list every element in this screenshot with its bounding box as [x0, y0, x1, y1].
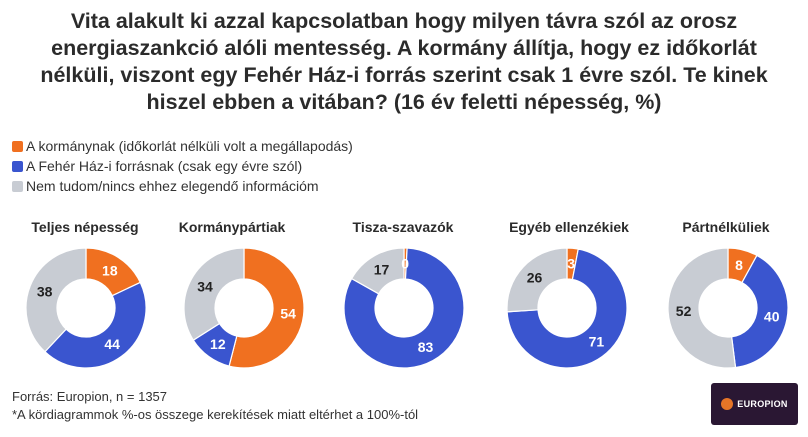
slice-dont-know — [25, 247, 87, 353]
donut-chart: 0 83 17 — [343, 247, 465, 369]
donut-chart: 54 12 34 — [183, 247, 305, 369]
slice-value-label: 3 — [567, 256, 575, 272]
slice-value-label: 34 — [197, 279, 213, 295]
slice-value-label: 44 — [104, 336, 120, 352]
slice-value-label: 38 — [37, 284, 53, 300]
legend-swatch — [12, 180, 23, 192]
donut-title: Teljes népesség — [31, 219, 139, 235]
slice-value-label: 54 — [280, 306, 296, 322]
logo-text: EUROPION — [737, 399, 788, 409]
slice-value-label: 17 — [374, 262, 390, 278]
slice-white-house — [44, 281, 147, 369]
donut-chart: 3 71 26 — [506, 247, 628, 369]
slice-value-label: 8 — [735, 257, 743, 273]
slice-value-label: 83 — [418, 339, 434, 355]
legend-label: A kormánynak (időkorlát nélküli volt a m… — [26, 138, 353, 154]
europion-logo: EUROPION — [711, 383, 798, 425]
slice-dont-know — [667, 247, 737, 369]
source-note: Forrás: Europion, n = 1357 — [12, 389, 168, 404]
legend-label: A Fehér Ház-i forrásnak (csak egy évre s… — [26, 158, 303, 174]
donut-chart: 18 44 38 — [25, 247, 147, 369]
footnote: *A kördiagrammok %-os összege kerekítése… — [12, 407, 419, 422]
legend-item-government: A kormánynak (időkorlát nélküli volt a m… — [12, 136, 353, 156]
slice-government — [228, 247, 305, 369]
slice-value-label: 26 — [527, 270, 543, 286]
legend: A kormánynak (időkorlát nélküli volt a m… — [12, 136, 353, 196]
slice-value-label: 40 — [764, 308, 780, 324]
slice-value-label: 0 — [401, 256, 409, 272]
legend-item-dont-know: Nem tudom/nincs ehhez elegendő informáci… — [12, 176, 353, 196]
slice-value-label: 52 — [676, 303, 692, 319]
slice-dont-know — [183, 247, 245, 341]
donut-title: Egyéb ellenzékiek — [509, 219, 629, 235]
donut-title: Tisza-szavazók — [352, 219, 454, 235]
slice-dont-know — [506, 247, 568, 313]
logo-icon — [721, 398, 734, 410]
slice-white-house — [506, 248, 628, 369]
slice-white-house — [343, 247, 465, 369]
donut-title: Kormánypártiak — [178, 219, 286, 235]
slice-value-label: 18 — [102, 262, 118, 278]
slice-value-label: 12 — [210, 336, 226, 352]
legend-swatch — [12, 160, 23, 172]
slice-value-label: 71 — [589, 333, 605, 349]
legend-label: Nem tudom/nincs ehhez elegendő informáci… — [26, 178, 319, 194]
chart-title: Vita alakult ki azzal kapcsolatban hogy … — [40, 9, 768, 114]
donut-chart: 8 40 52 — [667, 247, 789, 369]
slice-white-house — [730, 254, 789, 369]
legend-item-white-house: A Fehér Ház-i forrásnak (csak egy évre s… — [12, 156, 353, 176]
legend-swatch — [12, 140, 23, 152]
slice-dont-know — [350, 247, 405, 295]
donut-title: Pártnélküliek — [682, 219, 770, 235]
